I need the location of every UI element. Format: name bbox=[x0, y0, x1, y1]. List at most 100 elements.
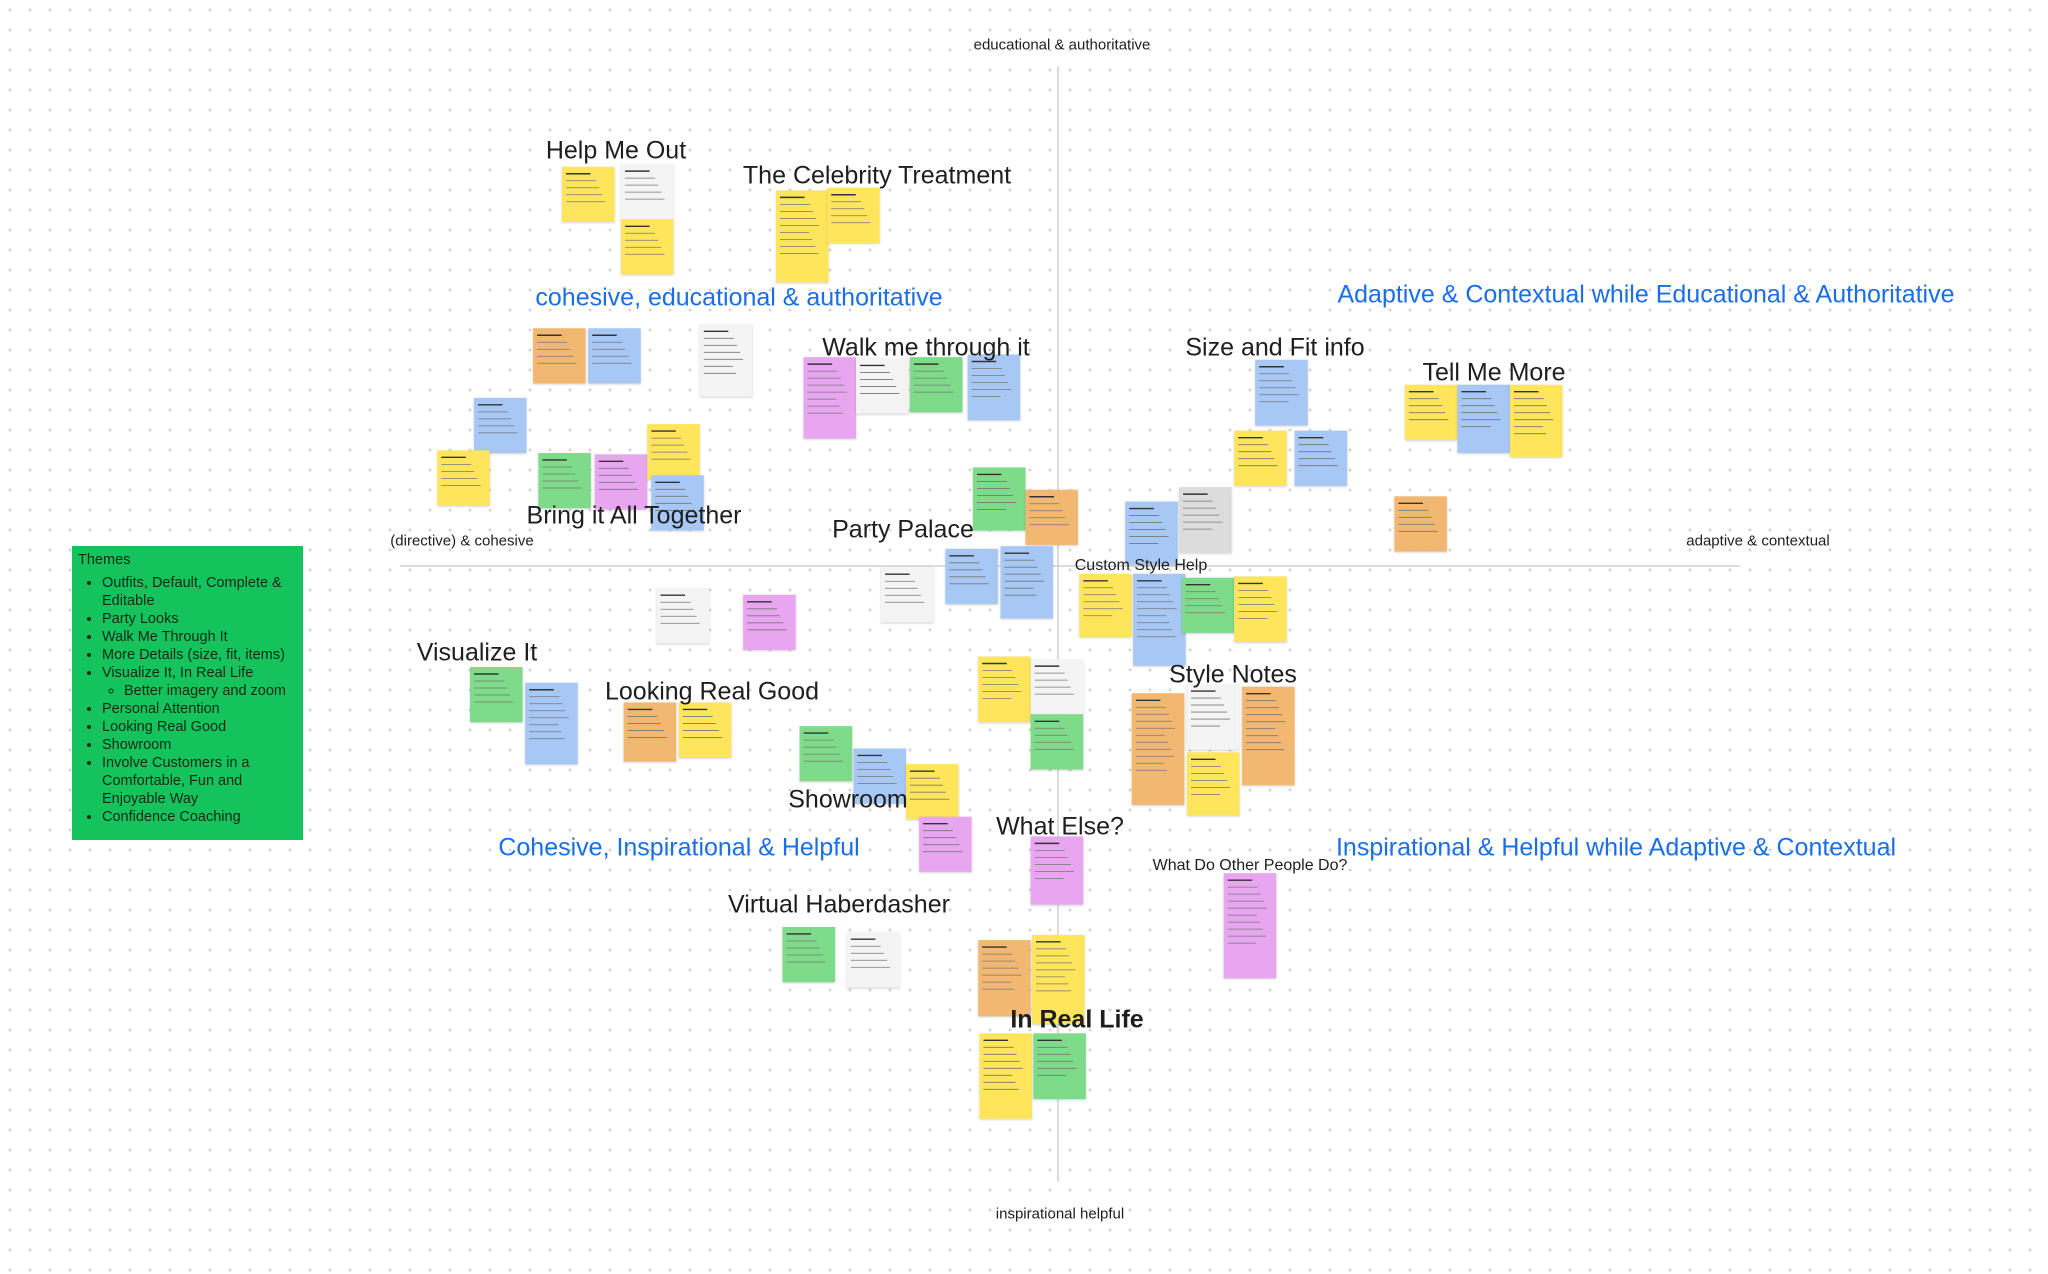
sticky-note bbox=[1030, 659, 1084, 715]
sticky-note bbox=[881, 567, 934, 623]
cluster-title: Walk me through it bbox=[822, 333, 1030, 362]
theme-item: Showroom bbox=[102, 736, 297, 754]
cluster-title: Tell Me More bbox=[1422, 358, 1566, 387]
sticky-note bbox=[1255, 359, 1308, 426]
axis-label: (directive) & cohesive bbox=[390, 532, 534, 550]
sticky-note bbox=[743, 594, 796, 650]
sticky-note bbox=[533, 328, 586, 384]
sticky-note bbox=[1394, 496, 1447, 552]
sticky-note bbox=[1234, 576, 1287, 643]
sticky-note bbox=[803, 357, 857, 439]
theme-text: Looking Real Good bbox=[102, 719, 227, 735]
sticky-note bbox=[678, 702, 732, 758]
sticky-note bbox=[1030, 714, 1084, 770]
sticky-note bbox=[799, 726, 853, 782]
quadrant-label: Cohesive, Inspirational & Helpful bbox=[498, 833, 860, 862]
sticky-note bbox=[538, 452, 591, 509]
sticky-note bbox=[621, 219, 674, 275]
sticky-note bbox=[1404, 384, 1458, 440]
axis-label: educational & authoritative bbox=[973, 36, 1151, 54]
themes-box: Themes Outfits, Default, Complete & Edit… bbox=[72, 546, 303, 840]
quadrant-label: Adaptive & Contextual while Educational … bbox=[1337, 280, 1955, 309]
sticky-note bbox=[473, 397, 527, 453]
theme-item: Personal Attention bbox=[102, 700, 297, 718]
theme-text: Confidence Coaching bbox=[102, 809, 241, 825]
sticky-note bbox=[1179, 487, 1232, 553]
cluster-title: Party Palace bbox=[832, 515, 974, 544]
sticky-note bbox=[588, 328, 641, 384]
sticky-note bbox=[656, 588, 710, 644]
theme-item: Party Looks bbox=[102, 610, 297, 628]
sticky-note bbox=[470, 667, 523, 723]
sticky-note bbox=[1125, 501, 1178, 565]
sticky-note bbox=[1234, 430, 1287, 486]
sticky-note bbox=[1186, 684, 1240, 750]
sticky-note bbox=[853, 748, 906, 804]
cluster-title: Help Me Out bbox=[545, 136, 687, 165]
sticky-note bbox=[967, 354, 1021, 421]
sticky-note bbox=[1032, 934, 1085, 1025]
sticky-note bbox=[1131, 693, 1185, 805]
sticky-note bbox=[623, 702, 677, 762]
theme-item: Walk Me Through It bbox=[102, 628, 297, 646]
themes-list: Outfits, Default, Complete & Editable Par… bbox=[78, 574, 297, 826]
theme-text: Involve Customers in a Comfortable, Fun … bbox=[102, 755, 250, 807]
sticky-note bbox=[775, 190, 829, 283]
quadrant-label: cohesive, educational & authoritative bbox=[535, 283, 943, 312]
sticky-note bbox=[1186, 752, 1240, 816]
theme-item: Looking Real Good bbox=[102, 718, 297, 736]
cluster-title: The Celebrity Treatment bbox=[742, 161, 1012, 190]
quadrant-label: Inspirational & Helpful while Adaptive &… bbox=[1335, 833, 1897, 862]
sticky-note bbox=[1030, 836, 1084, 905]
sticky-note bbox=[1242, 686, 1295, 786]
sticky-note bbox=[1223, 873, 1277, 979]
cluster-title: Virtual Haberdasher bbox=[728, 890, 950, 919]
sticky-note bbox=[827, 187, 880, 243]
sticky-note bbox=[919, 816, 972, 872]
theme-text: More Details (size, fit, items) bbox=[102, 647, 285, 663]
sticky-note bbox=[972, 467, 1026, 531]
themes-title: Themes bbox=[78, 552, 131, 568]
theme-item: Outfits, Default, Complete & Editable bbox=[102, 574, 297, 610]
theme-subitem: Better imagery and zoom bbox=[124, 682, 297, 700]
theme-text: Outfits, Default, Complete & Editable bbox=[102, 575, 282, 609]
cluster-title: Showroom bbox=[788, 785, 908, 814]
axis-label: adaptive & contextual bbox=[1686, 532, 1830, 550]
sticky-note bbox=[978, 656, 1031, 723]
sticky-note bbox=[978, 940, 1031, 1017]
sticky-note bbox=[651, 475, 704, 531]
cluster-title: In Real Life bbox=[1010, 1005, 1144, 1034]
sticky-note bbox=[1033, 1033, 1086, 1099]
sticky-note bbox=[909, 357, 963, 413]
sticky-note bbox=[782, 926, 836, 983]
theme-item: More Details (size, fit, items) bbox=[102, 646, 297, 664]
sticky-note bbox=[525, 682, 578, 765]
sticky-note bbox=[561, 166, 615, 222]
sticky-note bbox=[1000, 546, 1054, 619]
sticky-note bbox=[905, 764, 959, 820]
theme-text: Visualize It, In Real Life bbox=[102, 665, 254, 681]
cluster-title: Custom Style Help bbox=[1074, 557, 1208, 574]
sticky-note bbox=[1079, 573, 1132, 637]
cluster-title: Visualize It bbox=[416, 638, 538, 667]
sticky-note bbox=[647, 424, 700, 480]
cluster-title: Size and Fit info bbox=[1185, 333, 1365, 362]
theme-text: Personal Attention bbox=[102, 701, 220, 717]
sticky-note bbox=[699, 324, 753, 397]
cluster-title: What Do Other People Do? bbox=[1152, 857, 1348, 874]
sticky-note bbox=[437, 450, 490, 506]
sticky-note bbox=[856, 358, 909, 414]
theme-item: Visualize It, In Real LifeBetter imagery… bbox=[102, 664, 297, 700]
theme-item: Involve Customers in a Comfortable, Fun … bbox=[102, 754, 297, 808]
sticky-note bbox=[945, 548, 998, 604]
theme-text: Showroom bbox=[102, 737, 172, 753]
theme-text: Walk Me Through It bbox=[102, 629, 228, 645]
theme-subitems: Better imagery and zoom bbox=[102, 682, 297, 700]
cluster-title: Bring it All Together bbox=[526, 501, 742, 530]
sticky-note bbox=[1294, 430, 1348, 486]
sticky-note bbox=[1181, 577, 1235, 633]
cluster-title: What Else? bbox=[996, 812, 1124, 841]
sticky-note bbox=[594, 454, 648, 510]
